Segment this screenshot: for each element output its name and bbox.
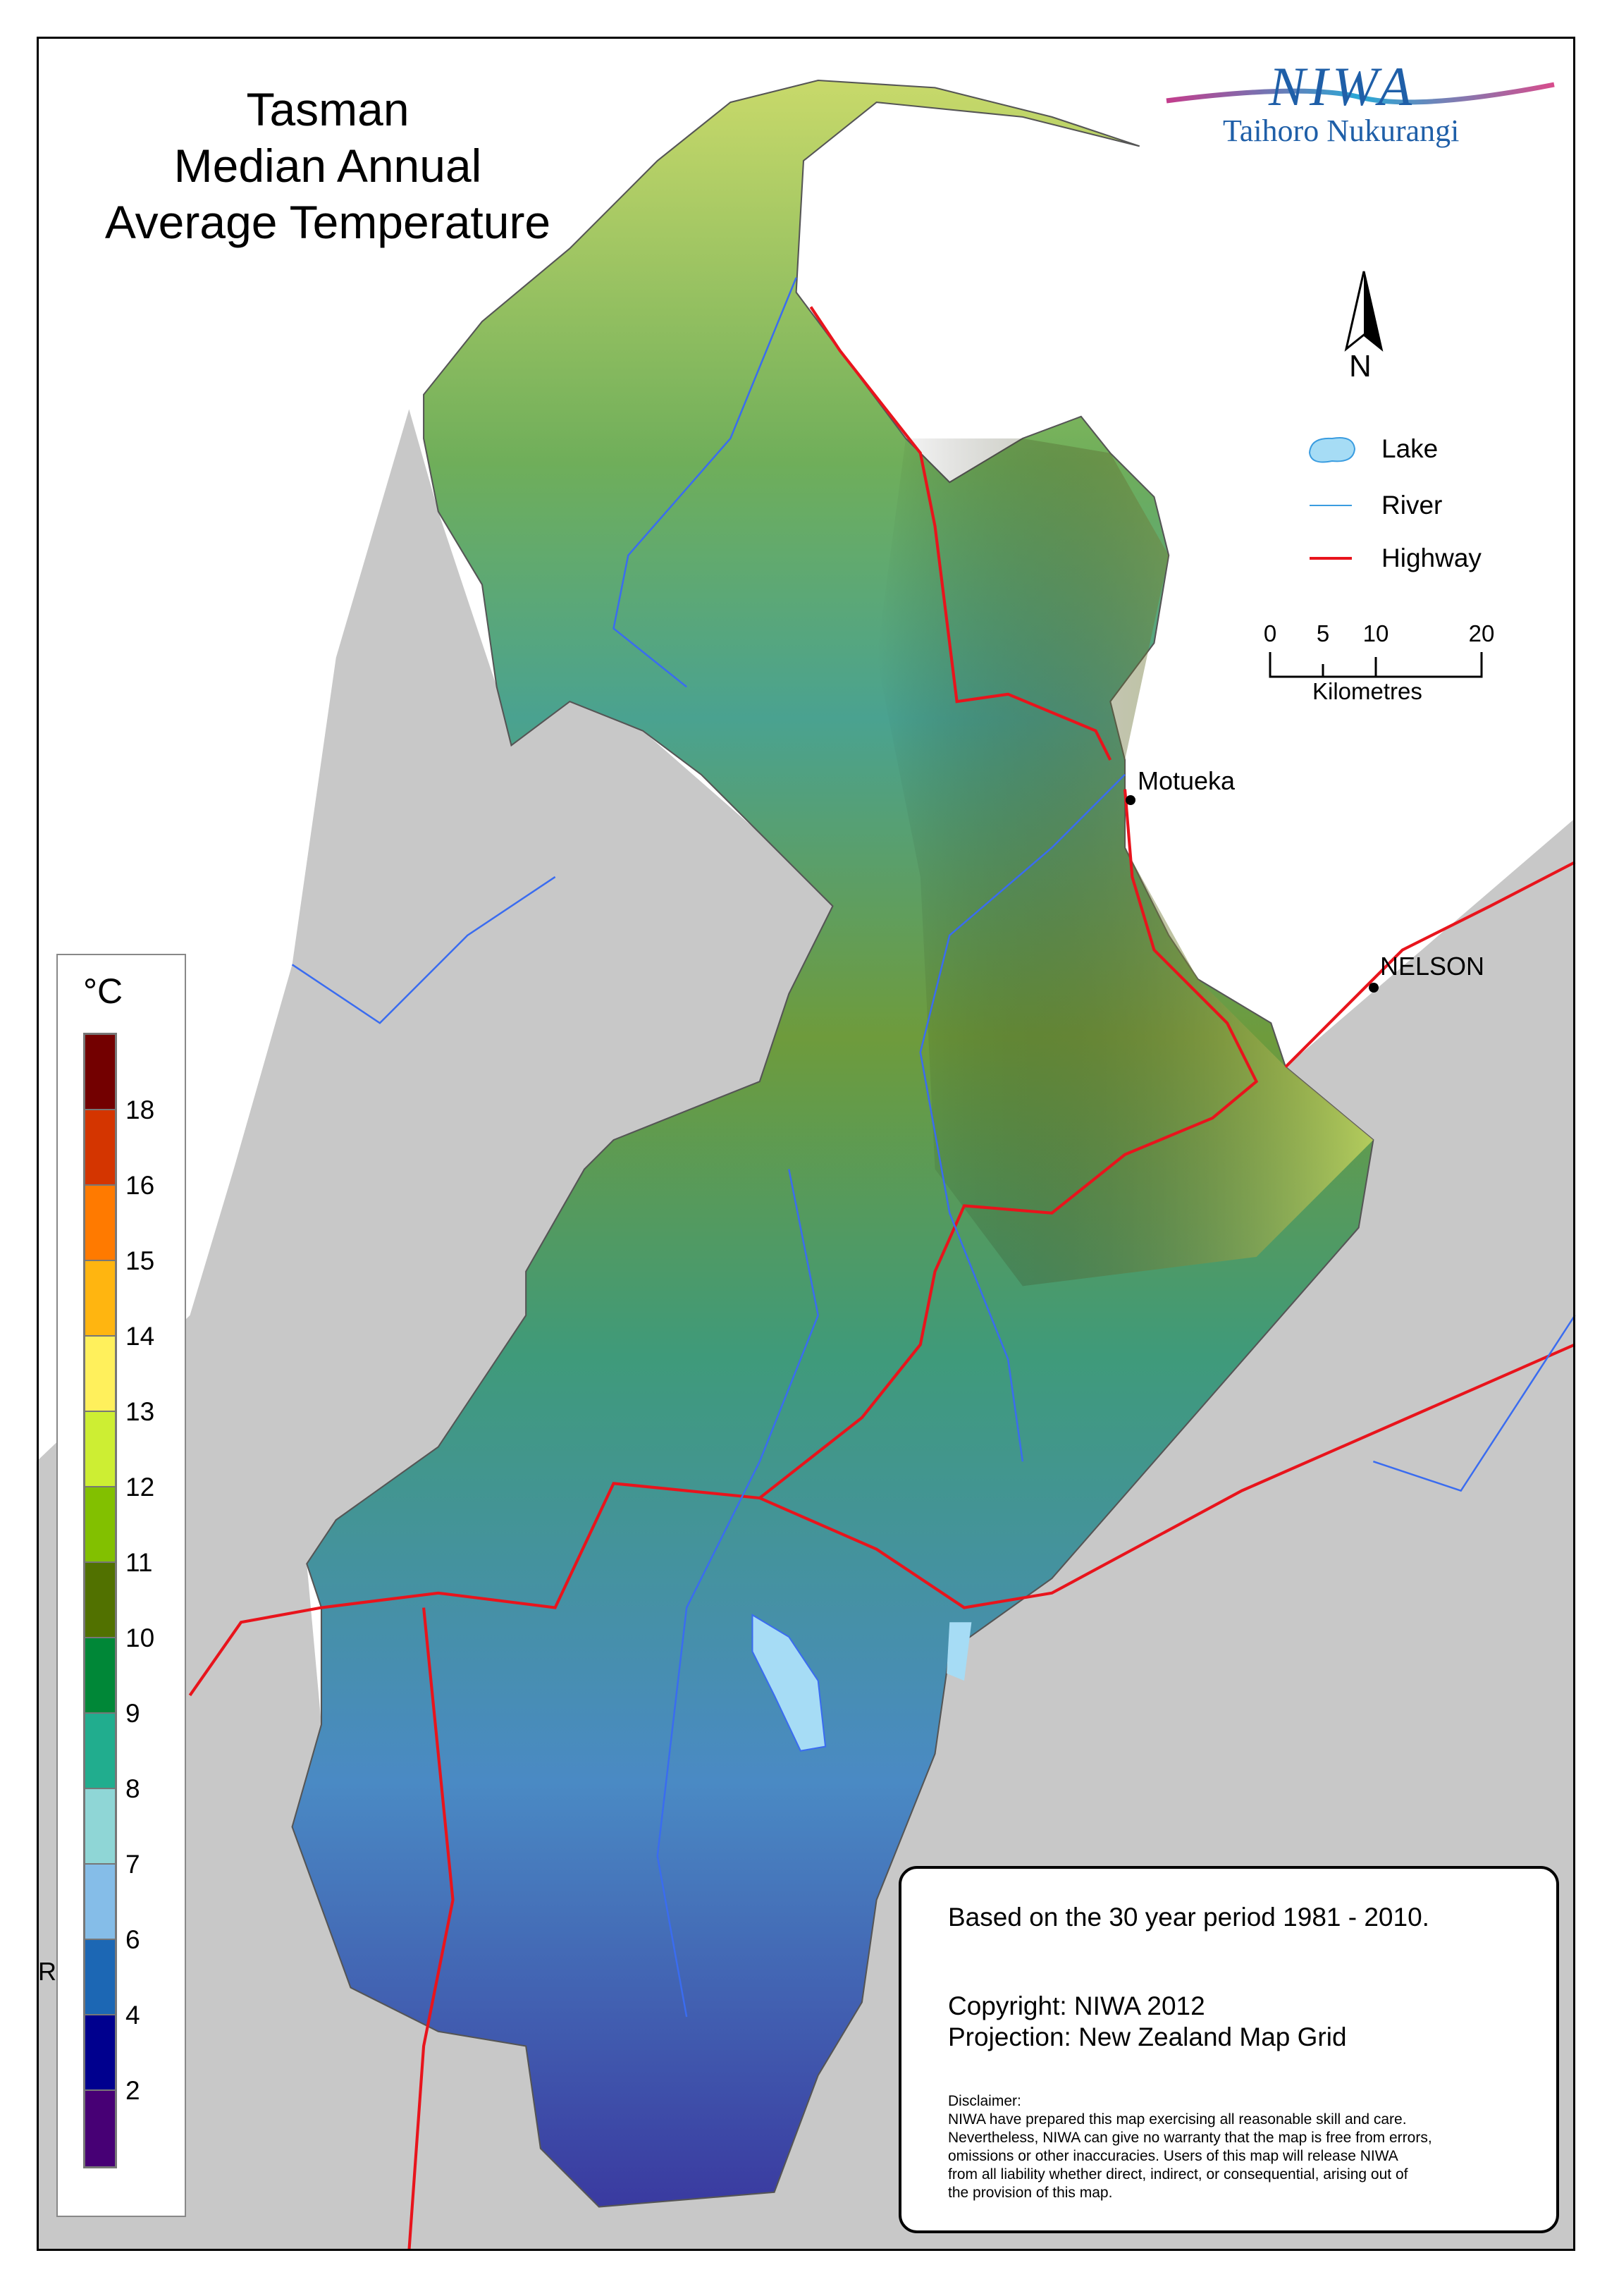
scale-tick-label: 10 [1362, 620, 1389, 646]
place-nelson: NELSON [1380, 952, 1485, 981]
motueka-marker [1126, 795, 1135, 805]
map-title: Tasman Median Annual Average Temperature [70, 81, 585, 250]
period-text: Based on the 30 year period 1981 - 2010. [948, 1903, 1429, 1932]
north-arrow-icon [1344, 271, 1384, 352]
river [919, 773, 1126, 1462]
legend-unit: °C [83, 971, 123, 1011]
niwa-logo: NIWA Taihoro Nukurangi [1163, 55, 1558, 161]
legend-swatch [85, 1186, 115, 1261]
copyright-text: Copyright: NIWA 2012 [948, 1991, 1205, 2020]
scale-bar: 0 5 10 20 Kilometres [1255, 620, 1495, 712]
title-line: Median Annual [173, 140, 482, 192]
legend-swatch [85, 2015, 115, 2091]
legend-swatch [85, 1261, 115, 1337]
legend-swatch [85, 1789, 115, 1865]
highway [407, 1607, 455, 2251]
highway [809, 306, 1112, 761]
legend-swatch [85, 1337, 115, 1412]
title-line: Average Temperature [104, 196, 551, 248]
legend-tick-label: 12 [125, 1473, 155, 1502]
legend-tick-label: 8 [125, 1774, 140, 1803]
legend-lake: Lake [1304, 431, 1438, 467]
scale-unit: Kilometres [1312, 678, 1422, 704]
lake [751, 1614, 827, 1752]
legend-tick-label: 14 [125, 1322, 155, 1351]
nelson-marker [1369, 983, 1379, 993]
north-label: N [1349, 349, 1372, 383]
scale-tick-label: 0 [1263, 620, 1277, 646]
legend-swatch [85, 1412, 115, 1487]
legend-highway: Highway [1304, 541, 1482, 576]
river [656, 1169, 820, 2018]
logo-subtitle: Taihoro Nukurangi [1223, 113, 1460, 148]
legend-tick-label: 10 [125, 1623, 155, 1652]
river [291, 876, 556, 1024]
legend-swatch [85, 1487, 115, 1563]
highway-line-icon [1304, 541, 1360, 576]
legend-swatch [85, 1110, 115, 1186]
temperature-legend: °C 18 16 15 14 13 12 11 10 9 8 7 6 4 2 [56, 954, 186, 2217]
scale-tick-label: 5 [1316, 620, 1330, 646]
legend-swatch [85, 1940, 115, 2015]
projection-text: Projection: New Zealand Map Grid [948, 2022, 1347, 2051]
legend-tick-label: 6 [125, 1925, 140, 1954]
legend-tick-label: 18 [125, 1095, 155, 1124]
scale-tick-label: 20 [1468, 620, 1495, 646]
legend-tick-label: 7 [125, 1850, 140, 1879]
lake-icon [1304, 431, 1360, 467]
legend-swatch [85, 1865, 115, 1940]
legend-swatch [85, 1035, 115, 1110]
legend-swatch [85, 1563, 115, 1638]
river-line-icon [1304, 488, 1360, 523]
highway [188, 789, 1259, 1697]
lake [947, 1622, 972, 1681]
land-west-hillshade [36, 409, 1575, 2251]
legend-swatch [85, 1638, 115, 1714]
legend-tick-label: 15 [125, 1246, 155, 1275]
credits: Copyright: NIWA 2012 Projection: New Zea… [948, 1991, 1347, 2053]
disclaimer-text: Disclaimer: NIWA have prepared this map … [948, 2093, 1432, 2201]
river [1372, 1315, 1576, 1492]
scale-bar-line [1269, 652, 1483, 678]
legend-tick-label: 2 [125, 2076, 140, 2105]
legend-highway-label: Highway [1381, 544, 1482, 572]
place-edge-label: R [38, 1957, 56, 1986]
logo-wordmark: NIWA [1269, 56, 1417, 117]
legend-river: River [1304, 488, 1442, 523]
highway [758, 1343, 1576, 1609]
legend-swatch [85, 2091, 115, 2166]
place-motueka: Motueka [1138, 766, 1236, 795]
highway [1284, 861, 1576, 1068]
title-line: Tasman [246, 83, 410, 135]
legend-swatch [85, 1714, 115, 1789]
logo-swoosh-icon [1166, 82, 1555, 105]
river [612, 277, 797, 688]
legend-tick-label: 13 [125, 1397, 155, 1426]
legend-lake-label: Lake [1381, 434, 1439, 463]
eastern-lowlands [876, 438, 1374, 1287]
info-box: Based on the 30 year period 1981 - 2010.… [899, 1866, 1559, 2233]
color-ramp [83, 1033, 117, 2168]
legend-tick-label: 11 [125, 1548, 153, 1577]
north-arrow: N [1332, 268, 1396, 388]
legend-river-label: River [1381, 491, 1443, 520]
legend-tick-label: 4 [125, 2001, 140, 2030]
legend-tick-label: 16 [125, 1171, 155, 1200]
map-frame [37, 37, 1575, 2251]
legend-tick-label: 9 [125, 1699, 140, 1728]
